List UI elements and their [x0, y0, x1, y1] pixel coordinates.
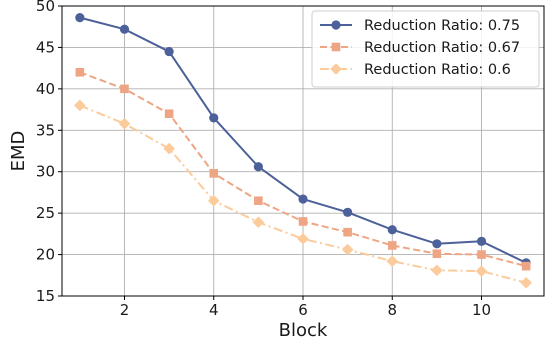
data-point: [298, 194, 308, 204]
legend-item: Reduction Ratio: 0.67: [320, 40, 520, 56]
data-point: [386, 255, 399, 267]
data-point: [252, 216, 265, 229]
legend-box: [311, 10, 540, 88]
x-axis-label: Block: [279, 320, 328, 341]
y-tick-label: 30: [36, 163, 55, 181]
data-point: [75, 67, 85, 77]
data-point: [297, 233, 309, 245]
data-point: [209, 169, 219, 178]
legend-label: Reduction Ratio: 0.75: [364, 18, 520, 34]
data-point: [120, 84, 129, 94]
data-point: [431, 264, 443, 277]
data-point: [118, 117, 131, 130]
data-point: [119, 24, 130, 34]
y-tick-label: 35: [36, 121, 55, 139]
y-tick-label: 15: [36, 287, 55, 305]
series-1: [75, 13, 531, 268]
data-point: [432, 249, 442, 259]
data-point: [75, 13, 85, 23]
data-point: [432, 239, 442, 249]
data-point: [164, 46, 174, 57]
data-point: [343, 227, 352, 237]
data-point: [341, 243, 354, 256]
y-tick-label: 20: [36, 246, 55, 264]
data-point: [207, 194, 220, 207]
data-point: [164, 109, 174, 119]
y-tick-label: 50: [36, 0, 55, 15]
data-point: [521, 261, 531, 271]
data-point: [520, 276, 532, 289]
data-point: [163, 142, 175, 155]
legend-item: Reduction Ratio: 0.75: [320, 18, 520, 34]
data-point: [477, 250, 486, 259]
legend-marker: [331, 20, 341, 30]
legend-label: Reduction Ratio: 0.6: [364, 62, 511, 78]
x-tick-label: 6: [298, 301, 308, 319]
data-point: [253, 162, 263, 172]
data-point: [343, 207, 353, 217]
data-point: [387, 241, 397, 250]
data-point: [254, 196, 263, 206]
data-point: [475, 265, 488, 277]
series-layer: [74, 13, 532, 289]
legend-item: Reduction Ratio: 0.6: [320, 62, 511, 78]
data-point: [476, 236, 487, 246]
data-point: [387, 225, 397, 235]
legend-label: Reduction Ratio: 0.67: [364, 40, 520, 56]
series-3: [74, 99, 532, 289]
legend: Reduction Ratio: 0.75 Reduction Ratio: 0.…: [311, 10, 540, 88]
legend-marker: [331, 42, 341, 52]
y-axis-label: EMD: [8, 131, 29, 172]
axis-ticks: 2 4 6 8 10 15 20 25 30 35 40 45 50: [36, 0, 491, 319]
y-tick-label: 40: [36, 80, 55, 98]
data-point: [298, 217, 308, 226]
x-tick-label: 2: [120, 301, 130, 319]
x-tick-label: 10: [472, 301, 491, 319]
x-tick-label: 4: [209, 301, 219, 319]
data-point: [74, 99, 86, 112]
legend-marker: [330, 63, 342, 75]
series-2: [75, 67, 531, 271]
y-tick-label: 45: [36, 38, 55, 56]
y-tick-label: 25: [36, 204, 55, 222]
x-tick-label: 8: [387, 301, 397, 319]
data-point: [209, 113, 219, 123]
